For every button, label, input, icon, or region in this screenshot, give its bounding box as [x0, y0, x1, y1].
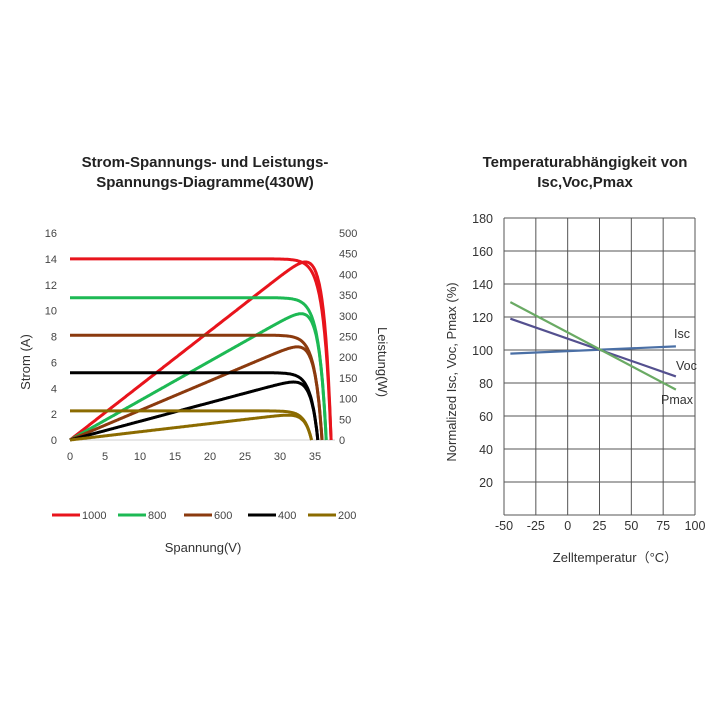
legend-label-200: 200 [338, 510, 356, 522]
legend-label-800: 800 [148, 510, 166, 522]
chart2-series-label-voc: Voc [676, 359, 697, 373]
chart1-ytick-right: 0 [339, 435, 345, 447]
pv-curve-800 [69, 312, 328, 442]
chart1-ytick-right: 100 [339, 394, 357, 406]
chart2-title-line2: Isc,Voc,Pmax [537, 174, 633, 191]
chart2-series-label-isc: Isc [674, 327, 690, 341]
chart1-ytick-right: 250 [339, 332, 357, 344]
chart1-xtick: 5 [102, 451, 108, 463]
chart1-ytick-right: 200 [339, 352, 357, 364]
chart1-xtick: 30 [274, 451, 286, 463]
chart1-ytick-left: 10 [45, 306, 57, 318]
chart2-grid [503, 217, 696, 516]
chart1-ytick-right: 300 [339, 311, 357, 323]
chart2-xtick: 50 [624, 519, 638, 533]
chart1-xtick: 10 [134, 451, 146, 463]
chart2-xtick: 100 [685, 519, 706, 533]
chart1-ylabel-right: Leistung(W) [375, 327, 390, 397]
chart1-legend: 1000 800 600 400 200 [52, 510, 356, 522]
chart2-xtick: -25 [527, 519, 545, 533]
chart1-ytick-left: 2 [51, 409, 57, 421]
chart1-ytick-right: 350 [339, 290, 357, 302]
chart1-ytick-left: 0 [51, 435, 57, 447]
pv-curve-1000 [69, 260, 333, 442]
chart1-ytick-right: 150 [339, 373, 357, 385]
chart2-ytick: 20 [479, 476, 493, 490]
chart2-series-label-pmax: Pmax [661, 393, 694, 407]
legend-label-600: 600 [214, 510, 232, 522]
iv-pv-chart: 0 5 10 15 20 25 30 3502468101214160501001502002… [18, 228, 390, 555]
chart1-ytick-left: 4 [51, 383, 57, 395]
chart2-ytick: 40 [479, 443, 493, 457]
chart1-xtick: 0 [67, 451, 73, 463]
chart1-title-line1: Strom-Spannungs- und Leistungs- [81, 154, 329, 171]
legend-label-1000: 1000 [82, 510, 106, 522]
legend-label-400: 400 [278, 510, 296, 522]
chart1-title-line2: Spannungs-Diagramme(430W) [96, 174, 314, 191]
chart1-ytick-right: 50 [339, 414, 351, 426]
chart2-ytick: 60 [479, 410, 493, 424]
chart1-title: Strom-Spannungs- und Leistungs- Spannung… [40, 153, 370, 193]
chart2-ytick: 140 [472, 278, 493, 292]
chart1-ytick-left: 14 [45, 254, 57, 266]
chart1-xtick: 25 [239, 451, 251, 463]
chart2-line-isc [510, 345, 676, 355]
chart1-curves [69, 257, 333, 442]
iv-curve-600 [70, 333, 324, 441]
chart2-ticks: 20 40 60 80 100 120 140 160 180 -50 -25 0 25 50 75 100 [472, 212, 705, 533]
chart2-ytick: 120 [472, 311, 493, 325]
chart1-xlabel: Spannung(V) [165, 540, 242, 555]
chart2-title-line1: Temperaturabhängigkeit von [482, 154, 688, 171]
chart2-ytick: 160 [472, 245, 493, 259]
chart1-ytick-right: 450 [339, 249, 357, 261]
chart1-ytick-left: 16 [45, 228, 57, 240]
chart1-xtick: 15 [169, 451, 181, 463]
chart2-xtick: 0 [564, 519, 571, 533]
pv-curve-600 [69, 345, 324, 442]
chart2-line-pmax [509, 301, 677, 391]
chart1-ticks: 0 5 10 15 20 25 30 3502468101214160501001502002… [45, 228, 358, 463]
chart2-ytick: 180 [472, 212, 493, 226]
chart1-xtick: 35 [309, 451, 321, 463]
chart1-xtick: 20 [204, 451, 216, 463]
chart2-title: Temperaturabhängigkeit von Isc,Voc,Pmax [455, 153, 715, 193]
pv-curve-200 [69, 413, 313, 442]
iv-curve-400 [70, 371, 320, 441]
chart2-xtick: 25 [593, 519, 607, 533]
chart2-lines: Isc Voc Pmax [509, 301, 697, 407]
chart2-ytick: 80 [479, 377, 493, 391]
chart1-ytick-right: 400 [339, 269, 357, 281]
iv-curve-200 [70, 409, 313, 441]
chart1-ylabel-left: Strom (A) [18, 334, 33, 390]
iv-curve-800 [70, 296, 328, 441]
chart2-ytick: 100 [472, 344, 493, 358]
chart2-ylabel: Normalized Isc, Voc, Pmax (%) [444, 282, 459, 461]
chart1-ytick-left: 6 [51, 357, 57, 369]
pv-curve-400 [69, 380, 320, 442]
chart1-ytick-right: 500 [339, 228, 357, 240]
chart1-ytick-left: 8 [51, 332, 57, 344]
chart2-xtick: -50 [495, 519, 513, 533]
iv-curve-1000 [70, 257, 333, 441]
chart2-xlabel: Zelltemperatur（°C） [553, 550, 677, 565]
chart1-ytick-left: 12 [45, 280, 57, 292]
chart2-xtick: 75 [656, 519, 670, 533]
chart2-line-voc [510, 317, 677, 378]
